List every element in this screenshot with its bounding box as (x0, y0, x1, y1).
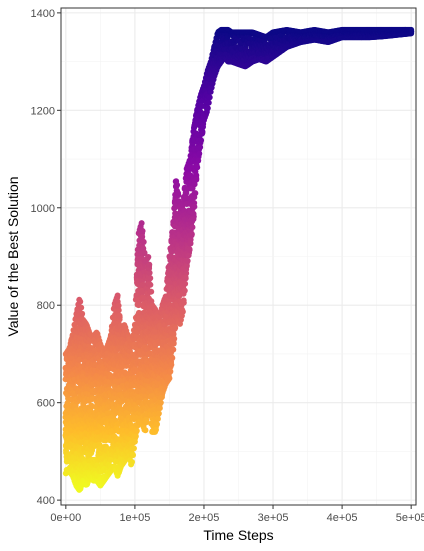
data-point (131, 438, 138, 445)
data-point (193, 172, 200, 179)
data-point (170, 331, 177, 338)
data-point (158, 394, 165, 401)
y-axis: 400 600 800 1000 1200 1400 (31, 8, 61, 507)
data-points (62, 26, 415, 493)
data-point (190, 211, 197, 218)
data-point (139, 228, 146, 235)
x-axis: 0e+00 1e+05 2e+05 3e+05 4e+05 5e+05 (50, 505, 424, 524)
data-point (190, 216, 197, 223)
data-point (130, 445, 137, 452)
data-point (114, 292, 121, 299)
data-point (179, 308, 186, 315)
data-point (191, 181, 198, 188)
data-point (205, 99, 212, 106)
data-point (170, 346, 177, 353)
data-point (157, 399, 164, 406)
data-point (174, 182, 181, 189)
x-tick-label: 0e+00 (50, 512, 81, 524)
y-tick-label: 600 (37, 398, 55, 410)
y-tick-label: 400 (37, 495, 55, 507)
data-point (138, 220, 145, 227)
data-point (129, 458, 136, 465)
data-point (408, 30, 415, 37)
data-point (196, 150, 203, 157)
data-point (147, 275, 154, 282)
y-tick-label: 1200 (31, 105, 55, 117)
data-point (200, 123, 207, 130)
data-point (139, 233, 146, 240)
data-point (187, 240, 194, 247)
data-point (146, 261, 153, 268)
data-point (147, 281, 154, 288)
data-point (194, 164, 201, 171)
data-point (172, 324, 179, 331)
data-point (192, 190, 199, 197)
data-point (166, 375, 173, 382)
data-point (184, 257, 191, 264)
data-point (204, 105, 211, 112)
data-point (193, 176, 200, 183)
data-point (156, 405, 163, 412)
x-tick-label: 4e+05 (327, 512, 358, 524)
plot-panel-border (60, 7, 417, 506)
data-point (182, 280, 189, 287)
data-point (168, 361, 175, 368)
data-point (191, 203, 198, 210)
data-point (189, 224, 196, 231)
data-point (133, 427, 140, 434)
data-point (146, 269, 153, 276)
data-point (186, 247, 193, 253)
data-point (198, 137, 205, 144)
data-point (142, 427, 149, 434)
data-point (129, 452, 136, 459)
data-point (78, 304, 85, 311)
data-point (180, 299, 187, 306)
y-tick-label: 800 (37, 300, 55, 312)
data-point (181, 287, 188, 294)
data-point (183, 263, 190, 270)
grid-lines (61, 8, 416, 505)
data-point (185, 252, 192, 259)
data-point (182, 275, 189, 282)
data-point (115, 302, 122, 309)
data-point (199, 130, 206, 137)
x-tick-label: 2e+05 (189, 512, 220, 524)
x-tick-label: 5e+05 (396, 512, 424, 524)
data-point (148, 288, 155, 295)
y-axis-title: Value of the Best Solution (5, 176, 21, 336)
data-point (195, 157, 202, 164)
data-point (141, 249, 148, 256)
data-point (143, 419, 150, 426)
data-point (88, 402, 95, 409)
x-axis-title: Time Steps (203, 527, 273, 543)
data-point (171, 335, 178, 342)
data-point (153, 426, 159, 433)
data-point (145, 254, 152, 261)
data-point (140, 238, 147, 245)
data-point (154, 415, 161, 422)
y-tick-label: 1400 (31, 8, 55, 20)
data-point (167, 368, 174, 375)
data-point (175, 190, 182, 197)
data-point (79, 310, 86, 317)
data-point (77, 298, 84, 305)
data-point (115, 307, 122, 314)
x-tick-label: 1e+05 (119, 512, 150, 524)
data-point (116, 312, 123, 319)
data-point (188, 232, 195, 239)
y-tick-label: 1000 (31, 203, 55, 215)
data-point (206, 94, 213, 101)
x-tick-label: 3e+05 (258, 512, 289, 524)
data-point (166, 297, 173, 304)
data-point (153, 421, 160, 428)
data-point (116, 387, 123, 394)
data-point (152, 328, 159, 335)
data-point (169, 355, 176, 362)
data-point (155, 410, 162, 417)
data-point (197, 144, 204, 151)
data-point (132, 433, 139, 440)
